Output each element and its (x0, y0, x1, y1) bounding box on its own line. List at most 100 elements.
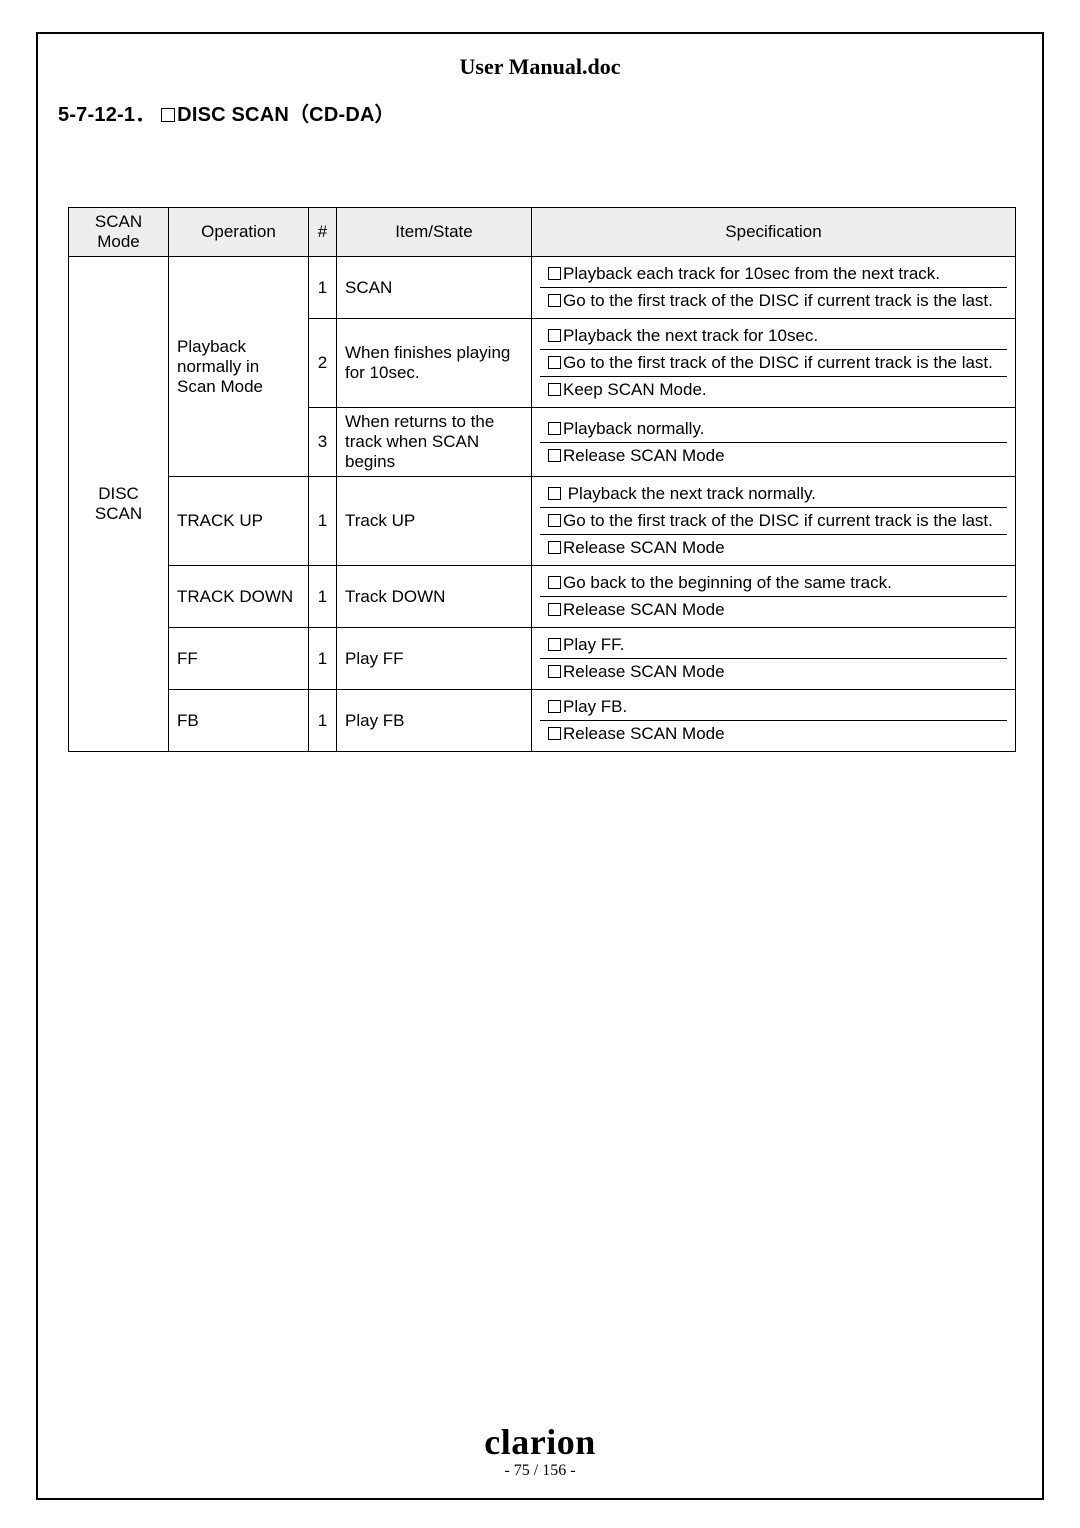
cell-specification: Playback the next track normally. Go to t… (532, 477, 1016, 566)
page-frame: User Manual.doc 5-7-12-1． DISC SCAN（CD-D… (36, 32, 1044, 1500)
spec-text: Playback each track for 10sec from the n… (563, 264, 940, 283)
table-row: DISCSCANPlayback normally in Scan Mode1S… (69, 257, 1016, 319)
cell-num: 1 (309, 477, 337, 566)
cell-item-state: Track DOWN (337, 566, 532, 628)
spec-text: Release SCAN Mode (563, 662, 725, 681)
spec-table: SCAN Mode Operation # Item/State Specifi… (68, 207, 1016, 752)
table-row: FF1Play FF Play FF. Release SCAN Mode (69, 628, 1016, 690)
section-title: 5-7-12-1． DISC SCAN（CD-DA） (58, 98, 1026, 127)
checkbox-icon (548, 700, 561, 713)
cell-item-state: Play FB (337, 690, 532, 752)
th-num: # (309, 208, 337, 257)
checkbox-icon (548, 487, 561, 500)
spec-text: Play FB. (563, 697, 627, 716)
spec-line: Release SCAN Mode (540, 720, 1007, 747)
spec-text: Playback normally. (563, 419, 704, 438)
spec-line: Go to the first track of the DISC if cur… (540, 349, 1007, 376)
spec-line: Keep SCAN Mode. (540, 376, 1007, 403)
table-row: TRACK DOWN1Track DOWN Go back to the begi… (69, 566, 1016, 628)
spec-line: Playback each track for 10sec from the n… (540, 261, 1007, 287)
cell-item-state: SCAN (337, 257, 532, 319)
section-number: 5-7-12-1． (58, 104, 155, 126)
checkbox-icon (548, 294, 561, 307)
cell-item-state: When finishes playing for 10sec. (337, 319, 532, 408)
cell-num: 1 (309, 628, 337, 690)
brand-logo: clarion (38, 1424, 1042, 1460)
spec-line: Go back to the beginning of the same tra… (540, 570, 1007, 596)
cell-item-state: Track UP (337, 477, 532, 566)
cell-num: 1 (309, 690, 337, 752)
th-specification: Specification (532, 208, 1016, 257)
table-header-row: SCAN Mode Operation # Item/State Specifi… (69, 208, 1016, 257)
checkbox-icon (548, 638, 561, 651)
cell-scan-mode: DISCSCAN (69, 257, 169, 752)
cell-operation: FB (169, 690, 309, 752)
th-item-state: Item/State (337, 208, 532, 257)
page: User Manual.doc 5-7-12-1． DISC SCAN（CD-D… (0, 0, 1080, 1528)
spec-text: Release SCAN Mode (563, 538, 725, 557)
spec-text: Release SCAN Mode (563, 600, 725, 619)
cell-operation: TRACK DOWN (169, 566, 309, 628)
checkbox-icon (548, 727, 561, 740)
cell-operation: Playback normally in Scan Mode (169, 257, 309, 477)
spec-line: Playback the next track normally. (540, 481, 1007, 507)
spec-line: Release SCAN Mode (540, 596, 1007, 623)
cell-num: 2 (309, 319, 337, 408)
spec-line: Playback normally. (540, 416, 1007, 442)
checkbox-icon (548, 576, 561, 589)
spec-line: Release SCAN Mode (540, 442, 1007, 469)
cell-operation: FF (169, 628, 309, 690)
cell-specification: Play FB. Release SCAN Mode (532, 690, 1016, 752)
checkbox-icon (548, 514, 561, 527)
spec-line: Go to the first track of the DISC if cur… (540, 287, 1007, 314)
cell-specification: Playback each track for 10sec from the n… (532, 257, 1016, 319)
cell-num: 1 (309, 257, 337, 319)
cell-item-state: Play FF (337, 628, 532, 690)
spec-text: Release SCAN Mode (563, 724, 725, 743)
th-operation: Operation (169, 208, 309, 257)
cell-item-state: When returns to the track when SCAN begi… (337, 408, 532, 477)
spec-text: Release SCAN Mode (563, 446, 725, 465)
cell-operation: TRACK UP (169, 477, 309, 566)
spec-line: Play FF. (540, 632, 1007, 658)
document-title: User Manual.doc (54, 54, 1026, 80)
checkbox-icon (548, 383, 561, 396)
table-wrap: SCAN Mode Operation # Item/State Specifi… (68, 207, 1016, 752)
cell-specification: Playback the next track for 10sec. Go to … (532, 319, 1016, 408)
spec-line: Go to the first track of the DISC if cur… (540, 507, 1007, 534)
table-body: DISCSCANPlayback normally in Scan Mode1S… (69, 257, 1016, 752)
checkbox-icon (548, 356, 561, 369)
table-row: TRACK UP1Track UP Playback the next trac… (69, 477, 1016, 566)
cell-num: 1 (309, 566, 337, 628)
page-number: - 75 / 156 - (38, 1462, 1042, 1480)
cell-specification: Play FF. Release SCAN Mode (532, 628, 1016, 690)
checkbox-icon (548, 422, 561, 435)
spec-text: Go to the first track of the DISC if cur… (563, 291, 993, 310)
cell-specification: Playback normally. Release SCAN Mode (532, 408, 1016, 477)
checkbox-icon (548, 603, 561, 616)
th-scan-mode: SCAN Mode (69, 208, 169, 257)
footer: clarion - 75 / 156 - (38, 1424, 1042, 1480)
spec-text: Play FF. (563, 635, 624, 654)
spec-text: Playback the next track for 10sec. (563, 326, 818, 345)
spec-line: Play FB. (540, 694, 1007, 720)
page-current: 75 (514, 1462, 530, 1479)
checkbox-icon (548, 541, 561, 554)
checkbox-icon (548, 267, 561, 280)
cell-specification: Go back to the beginning of the same tra… (532, 566, 1016, 628)
checkbox-icon (548, 329, 561, 342)
spec-text: Playback the next track normally. (563, 484, 816, 503)
spec-line: Release SCAN Mode (540, 658, 1007, 685)
spec-text: Keep SCAN Mode. (563, 380, 707, 399)
table-row: FB1Play FB Play FB. Release SCAN Mode (69, 690, 1016, 752)
spec-line: Playback the next track for 10sec. (540, 323, 1007, 349)
spec-text: Go back to the beginning of the same tra… (563, 573, 892, 592)
checkbox-icon (548, 665, 561, 678)
page-total: 156 (542, 1462, 566, 1479)
spec-text: Go to the first track of the DISC if cur… (563, 511, 993, 530)
spec-line: Release SCAN Mode (540, 534, 1007, 561)
spec-text: Go to the first track of the DISC if cur… (563, 353, 993, 372)
section-label: DISC SCAN（CD-DA） (177, 104, 395, 126)
checkbox-icon (548, 449, 561, 462)
cell-num: 3 (309, 408, 337, 477)
